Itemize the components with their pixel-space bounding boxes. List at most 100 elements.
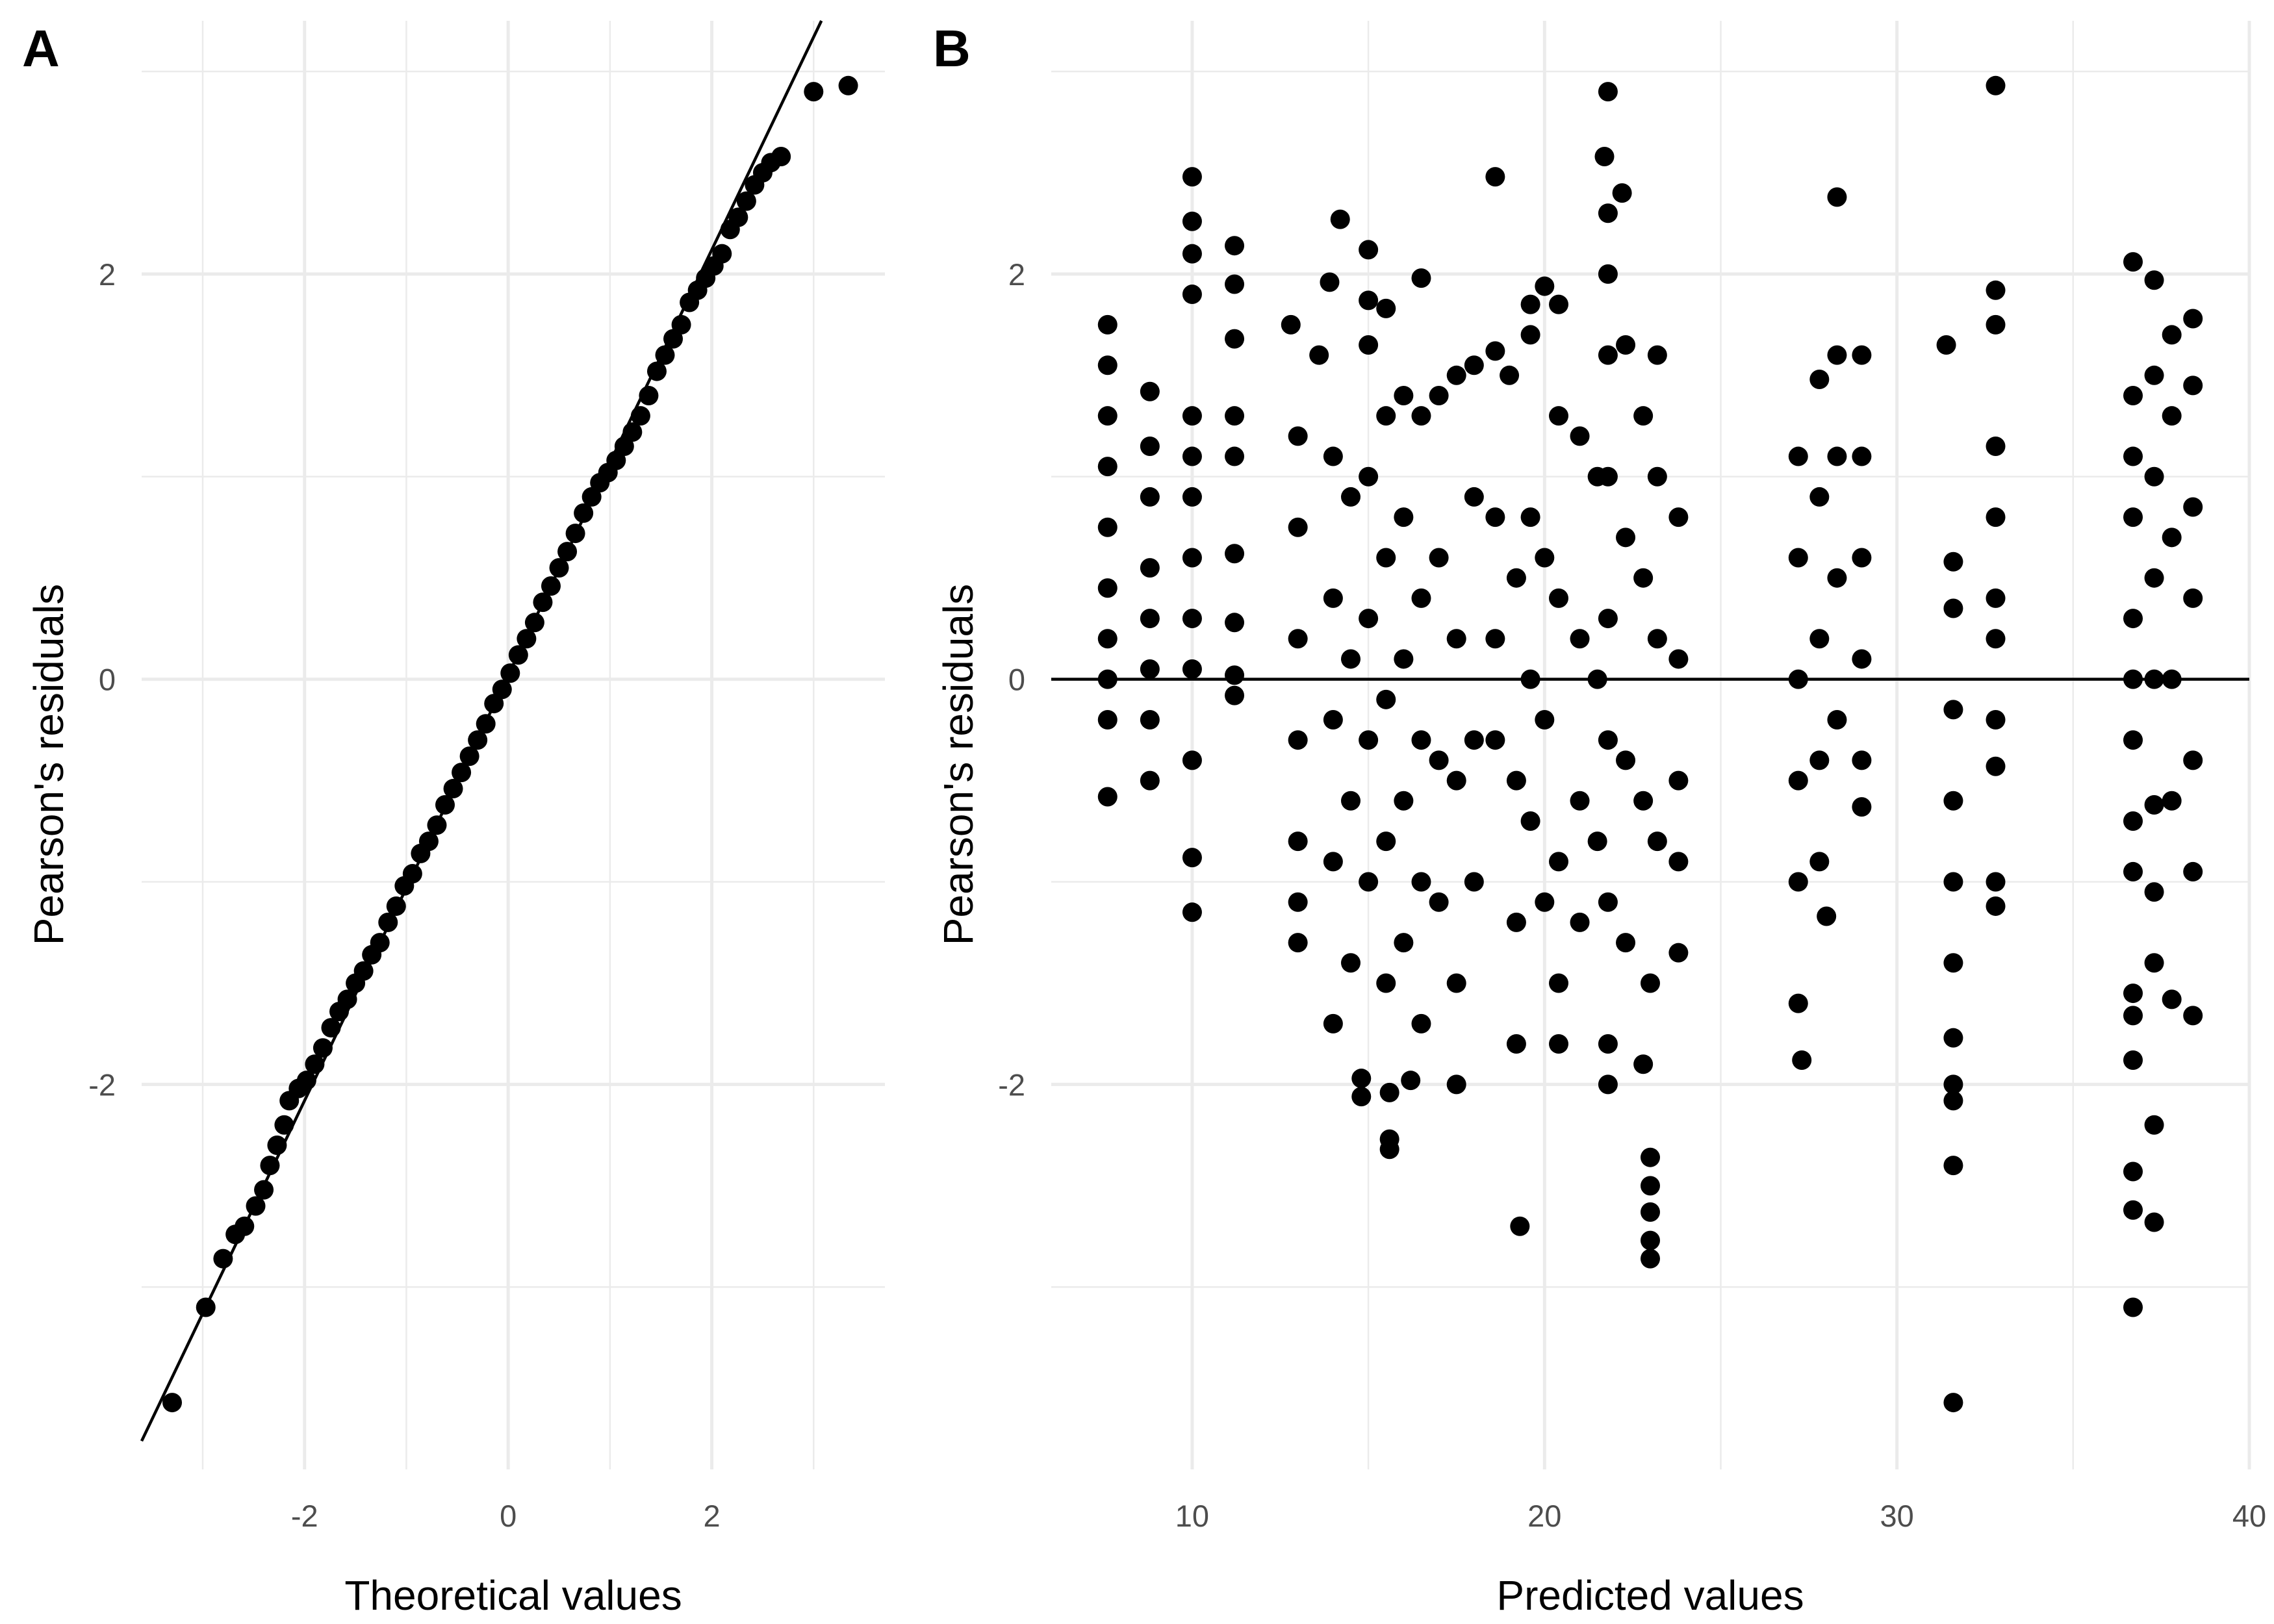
- data-point: [1288, 831, 1308, 852]
- data-point: [1520, 811, 1540, 831]
- data-point: [260, 1156, 280, 1176]
- data-point: [1633, 1054, 1654, 1074]
- data-point: [1288, 426, 1308, 446]
- data-point: [2123, 385, 2143, 405]
- data-point: [1464, 872, 1484, 892]
- data-point: [1446, 629, 1466, 649]
- data-point: [2183, 750, 2203, 770]
- data-point: [1852, 548, 1872, 568]
- data-point: [1598, 264, 1618, 284]
- data-point: [1341, 487, 1361, 507]
- data-point: [1647, 345, 1667, 365]
- data-point: [1097, 578, 1118, 598]
- data-point: [1792, 1050, 1812, 1070]
- data-point: [1598, 82, 1618, 102]
- data-point: [2183, 861, 2203, 882]
- data-point: [1520, 507, 1540, 527]
- data-point: [1809, 852, 1830, 872]
- data-point: [386, 896, 406, 916]
- data-point: [1323, 446, 1343, 466]
- data-point: [1341, 953, 1361, 973]
- data-point: [1411, 730, 1431, 750]
- data-point: [1548, 588, 1568, 608]
- data-point: [1943, 552, 1963, 572]
- data-point: [254, 1180, 274, 1200]
- x-tick-label: -2: [291, 1499, 318, 1533]
- data-point: [1140, 609, 1160, 629]
- data-point: [1587, 831, 1607, 852]
- data-point: [1852, 446, 1872, 466]
- data-point: [1140, 436, 1160, 456]
- data-point: [1594, 146, 1615, 166]
- data-point: [838, 75, 858, 95]
- data-point: [614, 436, 634, 456]
- data-point: [2183, 1006, 2203, 1026]
- data-point: [267, 1135, 287, 1155]
- data-point: [2162, 989, 2182, 1009]
- data-point: [1411, 872, 1431, 892]
- data-point: [1668, 507, 1689, 527]
- data-point: [246, 1196, 266, 1216]
- data-point: [1616, 527, 1636, 548]
- data-point: [1510, 1216, 1530, 1236]
- data-point: [1351, 1087, 1372, 1107]
- data-point: [1852, 797, 1872, 817]
- data-point: [1288, 730, 1308, 750]
- data-point: [1288, 892, 1308, 912]
- data-point: [1376, 548, 1396, 568]
- data-point: [1943, 1028, 1963, 1048]
- data-point: [581, 487, 602, 507]
- data-point: [1827, 446, 1847, 466]
- data-point: [1852, 750, 1872, 770]
- data-point: [1827, 568, 1847, 588]
- x-tick-label: 40: [2232, 1499, 2266, 1533]
- data-point: [1641, 1230, 1660, 1250]
- data-point: [2144, 1115, 2164, 1135]
- data-point: [1641, 973, 1660, 993]
- data-point: [2123, 811, 2143, 831]
- data-point: [736, 191, 756, 211]
- data-point: [1633, 568, 1654, 588]
- panel-a-points: [162, 75, 858, 1413]
- data-point: [1446, 973, 1466, 993]
- y-tick-label: 2: [1008, 257, 1025, 292]
- data-point: [1570, 912, 1590, 932]
- panel-a-y-tick-labels: -2 0 2: [88, 257, 116, 1102]
- data-point: [1986, 314, 2006, 335]
- data-point: [378, 912, 398, 932]
- data-point: [1616, 933, 1636, 953]
- panel-a: A -2 0 2 -2 0 2 Theoretical values Pearson's…: [22, 19, 885, 1619]
- panel-a-y-axis-title: Pearson's residuals: [25, 584, 72, 946]
- data-point: [1668, 852, 1689, 872]
- data-point: [2123, 1161, 2143, 1182]
- panel-b-grid: [1051, 21, 2251, 1469]
- data-point: [549, 558, 569, 578]
- data-point: [1548, 973, 1568, 993]
- data-point: [1535, 710, 1555, 730]
- data-point: [663, 329, 683, 349]
- data-point: [1485, 629, 1505, 649]
- data-point: [2123, 730, 2143, 750]
- data-point: [2144, 882, 2164, 902]
- data-point: [1535, 276, 1555, 296]
- x-tick-label: 0: [500, 1499, 517, 1533]
- data-point: [1182, 487, 1202, 507]
- data-point: [1943, 1156, 1963, 1176]
- data-point: [1598, 730, 1618, 750]
- data-point: [1429, 892, 1449, 912]
- data-point: [1225, 406, 1245, 426]
- data-point: [1788, 993, 1808, 1013]
- data-point: [1225, 446, 1245, 466]
- data-point: [2183, 375, 2203, 396]
- panel-b: B 10 20 30 40 -2 0 2 Predicted values Pearson…: [933, 19, 2266, 1619]
- data-point: [1598, 466, 1618, 487]
- data-point: [435, 795, 455, 815]
- data-point: [1548, 406, 1568, 426]
- x-tick-label: 2: [704, 1499, 721, 1533]
- data-point: [274, 1115, 294, 1135]
- data-point: [1633, 791, 1654, 811]
- data-point: [2162, 325, 2182, 345]
- data-point: [1943, 700, 1963, 720]
- data-point: [2123, 507, 2143, 527]
- data-point: [1817, 906, 1837, 926]
